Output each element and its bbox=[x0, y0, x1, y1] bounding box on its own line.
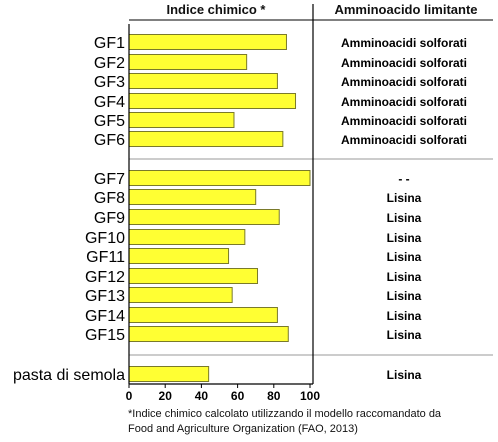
amino-acid-label: Lisina bbox=[387, 328, 422, 342]
amino-acid-label: Amminoacidi solforati bbox=[341, 75, 467, 89]
amino-acid-label: Lisina bbox=[387, 231, 422, 245]
category-label: GF6 bbox=[94, 132, 125, 149]
x-tick-label: 60 bbox=[231, 389, 245, 403]
amino-acid-label: Lisina bbox=[387, 211, 422, 225]
bar-gf14 bbox=[128, 307, 278, 323]
amino-acid-label: Lisina bbox=[387, 250, 422, 264]
amino-acid-label: Lisina bbox=[387, 289, 422, 303]
category-label: GF8 bbox=[94, 190, 125, 207]
bar-gf15 bbox=[128, 326, 289, 342]
bar-gf5 bbox=[128, 112, 235, 128]
x-tick-label: 40 bbox=[195, 389, 209, 403]
footnote: *Indice chimico calcolato utilizzando il… bbox=[128, 407, 441, 437]
bar-gf11 bbox=[128, 248, 230, 264]
amino-acid-label: - - bbox=[398, 172, 409, 186]
amino-acid-label: Lisina bbox=[387, 309, 422, 323]
bar-gf3 bbox=[128, 73, 278, 89]
x-tick-label: 20 bbox=[159, 389, 173, 403]
header-limiting-amino-acid: Amminoacido limitante bbox=[334, 2, 477, 17]
amino-acid-labels-layer: Amminoacidi solforati Amminoacidi solfora… bbox=[341, 36, 467, 382]
x-axis-ticks: 0 20 40 60 80 100 bbox=[126, 384, 320, 403]
group-separators bbox=[129, 158, 493, 356]
bar-gf7 bbox=[128, 170, 311, 186]
bar-gf2 bbox=[128, 54, 248, 70]
category-label: GF15 bbox=[85, 327, 125, 344]
category-label: GF12 bbox=[85, 269, 125, 286]
bar-pasta-di-semola bbox=[128, 366, 210, 382]
bar-gf9 bbox=[128, 209, 280, 225]
category-label: GF5 bbox=[94, 113, 125, 130]
category-label: GF14 bbox=[85, 308, 125, 325]
category-label: GF1 bbox=[94, 35, 125, 52]
bar-gf13 bbox=[128, 287, 233, 303]
category-label: pasta di semola bbox=[13, 367, 125, 384]
x-tick-label: 80 bbox=[267, 389, 281, 403]
amino-acid-label: Amminoacidi solforati bbox=[341, 133, 467, 147]
bars-layer bbox=[128, 34, 311, 382]
bar-gf8 bbox=[128, 189, 257, 205]
amino-acid-label: Lisina bbox=[387, 270, 422, 284]
header-chemical-index: Indice chimico * bbox=[167, 2, 267, 17]
category-label: GF3 bbox=[94, 74, 125, 91]
amino-acid-label: Amminoacidi solforati bbox=[341, 114, 467, 128]
bar-gf1 bbox=[128, 34, 287, 50]
bar-gf10 bbox=[128, 229, 246, 245]
category-label: GF4 bbox=[94, 94, 125, 111]
category-labels-layer: GF1 GF2 GF3 GF4 GF5 GF6 GF7 GF8 GF9 GF10 GF11 GF12 G… bbox=[13, 35, 125, 384]
x-tick-label: 0 bbox=[126, 389, 133, 403]
footnote-line-1: *Indice chimico calcolato utilizzando il… bbox=[128, 408, 442, 420]
category-label: GF13 bbox=[85, 288, 125, 305]
bar-gf6 bbox=[128, 131, 284, 147]
category-label: GF7 bbox=[94, 171, 125, 188]
category-label: GF10 bbox=[85, 230, 125, 247]
amino-acid-label: Amminoacidi solforati bbox=[341, 36, 467, 50]
amino-acid-label: Lisina bbox=[387, 191, 422, 205]
amino-acid-label: Lisina bbox=[387, 368, 422, 382]
footnote-line-2: Food and Agriculture Organization (FAO, … bbox=[128, 423, 358, 435]
category-label: GF2 bbox=[94, 55, 125, 72]
amino-acid-label: Amminoacidi solforati bbox=[341, 56, 467, 70]
bar-gf12 bbox=[128, 268, 259, 284]
x-tick-label: 100 bbox=[300, 389, 320, 403]
bar-gf4 bbox=[128, 93, 297, 109]
category-label: GF11 bbox=[86, 249, 125, 266]
amino-acid-label: Amminoacidi solforati bbox=[341, 95, 467, 109]
category-label: GF9 bbox=[94, 210, 125, 227]
